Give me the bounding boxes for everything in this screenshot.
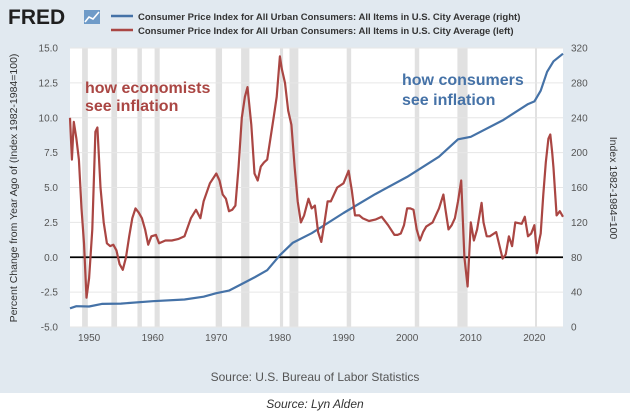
source-line: Source: U.S. Bureau of Labor Statistics — [211, 370, 420, 384]
legend-item-cpi-yoy[interactable]: Consumer Price Index for All Urban Consu… — [111, 26, 514, 37]
y-axis-right-label: Index 1982-1984=100 — [607, 137, 619, 240]
y-right-tick-label: 80 — [571, 253, 583, 264]
y-right-tick-label: 160 — [571, 183, 588, 194]
x-tick-label: 2010 — [460, 333, 483, 344]
y-left-tick-label: 12.5 — [39, 78, 59, 89]
x-tick-label: 1950 — [78, 333, 101, 344]
fred-logo-text: FRED — [8, 6, 65, 29]
y-left-tick-label: 15.0 — [39, 44, 59, 55]
x-tick-label: 2000 — [396, 333, 419, 344]
y-right-tick-label: 320 — [571, 44, 588, 55]
x-tick-label: 1960 — [142, 333, 165, 344]
y-axis-left-label: Percent Change from Year Ago of (Index 1… — [8, 54, 20, 323]
y-left-tick-label: -2.5 — [41, 288, 59, 299]
y-left-tick-label: 2.5 — [44, 218, 58, 229]
y-right-tick-label: 240 — [571, 113, 588, 124]
figure-caption: Source: Lyn Alden — [266, 397, 364, 411]
y-axis-right-ticks: 0 40 80 120 160 200 240 280 320 — [571, 44, 588, 334]
legend-item-cpi-index[interactable]: Consumer Price Index for All Urban Consu… — [111, 12, 520, 23]
annotation-economists-line1: how economists — [85, 80, 210, 97]
series-line-cpi-index — [69, 52, 564, 310]
fred-chart-icon — [84, 10, 100, 24]
chart-panel: FRED Consumer Price Index for All Urban … — [0, 0, 630, 393]
y-left-tick-label: -5.0 — [41, 323, 59, 334]
annotation-consumers: how consumers see inflation — [402, 72, 524, 109]
x-tick-label: 1970 — [205, 333, 228, 344]
y-left-tick-label: 5.0 — [44, 183, 58, 194]
series-layer — [68, 52, 564, 310]
chart-svg: FRED Consumer Price Index for All Urban … — [8, 6, 619, 384]
annotation-economists: how economists see inflation — [85, 80, 210, 115]
y-right-tick-label: 40 — [571, 288, 583, 299]
y-axis-left-ticks: -5.0 -2.5 0.0 2.5 5.0 7.5 10.0 12.5 15.0 — [39, 44, 59, 334]
y-right-tick-label: 200 — [571, 148, 588, 159]
annotation-economists-line2: see inflation — [85, 98, 178, 115]
y-left-tick-label: 0.0 — [44, 253, 58, 264]
y-right-tick-label: 280 — [571, 78, 588, 89]
y-left-tick-label: 7.5 — [44, 148, 58, 159]
x-tick-label: 1990 — [332, 333, 355, 344]
series-line-cpi-yoy — [68, 55, 564, 299]
y-right-tick-label: 0 — [571, 323, 577, 334]
x-axis-ticks: 1950 1960 1970 1980 1990 2000 2010 2020 — [78, 333, 546, 344]
legend: Consumer Price Index for All Urban Consu… — [111, 12, 520, 37]
x-tick-label: 1980 — [269, 333, 292, 344]
legend-label-cpi-index: Consumer Price Index for All Urban Consu… — [138, 12, 520, 23]
annotation-consumers-line2: see inflation — [402, 92, 495, 109]
y-left-tick-label: 10.0 — [39, 113, 59, 124]
y-right-tick-label: 120 — [571, 218, 588, 229]
annotation-consumers-line1: how consumers — [402, 72, 524, 89]
fred-logo[interactable]: FRED — [8, 6, 100, 29]
legend-label-cpi-yoy: Consumer Price Index for All Urban Consu… — [138, 26, 514, 37]
x-tick-label: 2020 — [523, 333, 546, 344]
